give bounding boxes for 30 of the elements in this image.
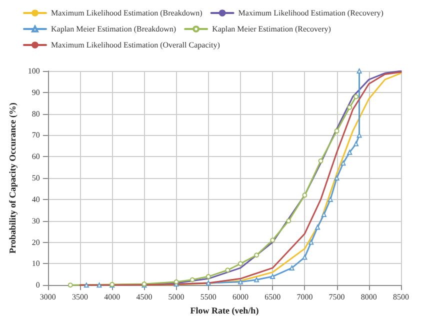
y-axis-title: Probability of Capacity Occurance (%) xyxy=(8,102,18,254)
x-tick-label: 6000 xyxy=(232,292,248,302)
y-tick-label: 60 xyxy=(32,152,40,162)
y-tick-label: 100 xyxy=(28,66,40,76)
legend-label: Maximum Likelihood Estimation (Breakdown) xyxy=(51,8,203,18)
y-tick-label: 50 xyxy=(32,174,40,183)
legend-label: Kaplan Meier Estimation (Breakdown) xyxy=(51,24,176,34)
legend-label: Maximum Likelihood Estimation (Recovery) xyxy=(238,8,384,18)
x-tick-label: 6500 xyxy=(264,292,281,302)
x-tick-label: 5500 xyxy=(200,292,216,302)
y-tick-label: 0 xyxy=(36,280,40,290)
x-tick-label: 3000 xyxy=(40,292,56,302)
x-tick-label: 4000 xyxy=(104,292,120,302)
x-tick-label: 7000 xyxy=(296,292,313,302)
x-tick-label: 7500 xyxy=(328,292,345,302)
x-tick-label: 8500 xyxy=(393,292,409,302)
legend-label: Kaplan Meier Estimation (Recovery) xyxy=(212,24,332,34)
y-tick-label: 70 xyxy=(32,130,40,140)
legend-label: Maximum Likelihood Estimation (Overall Capacity) xyxy=(51,40,220,50)
y-tick-label: 30 xyxy=(32,216,40,226)
y-tick-label: 90 xyxy=(32,88,40,97)
x-tick-label: 4500 xyxy=(136,292,152,302)
y-tick-label: 10 xyxy=(32,259,40,268)
x-axis-title: Flow Rate (veh/h) xyxy=(190,306,259,316)
y-tick-label: 40 xyxy=(32,194,40,204)
x-tick-label: 8000 xyxy=(360,292,377,302)
x-tick-label: 3500 xyxy=(72,292,88,302)
x-tick-label: 5000 xyxy=(168,292,184,302)
y-tick-label: 80 xyxy=(32,109,40,118)
y-tick-label: 20 xyxy=(32,238,40,247)
